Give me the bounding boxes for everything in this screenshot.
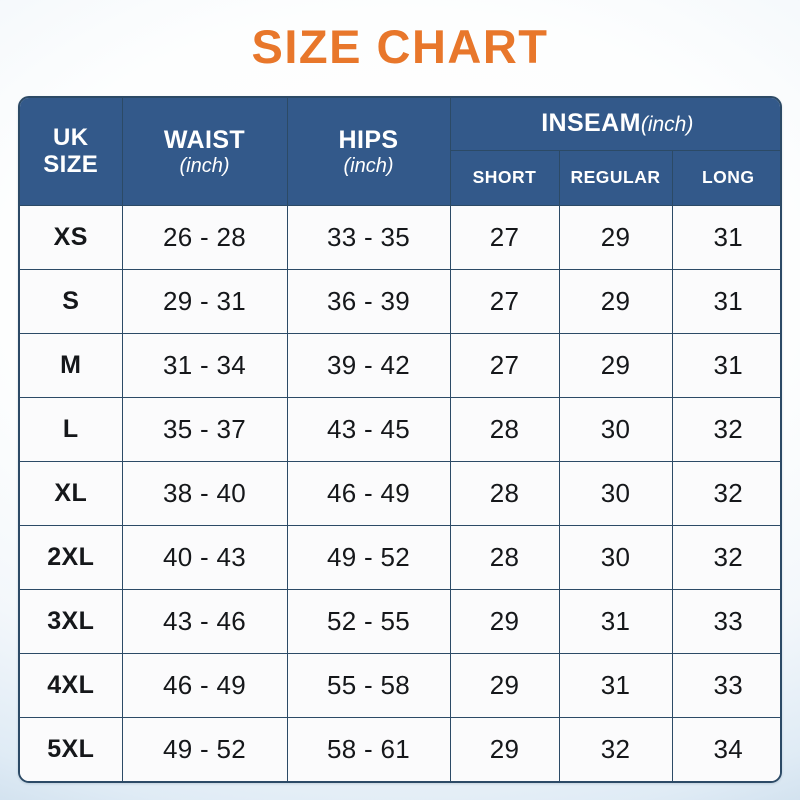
cell-long: 31 [671, 332, 780, 398]
cell-regular: 30 [558, 460, 673, 526]
column-header-uk-size: UK SIZE [20, 98, 123, 206]
cell-short: 29 [449, 716, 560, 781]
column-header-inseam-long: LONG [671, 149, 780, 206]
cell-hips: 43 - 45 [286, 396, 451, 462]
cell-regular: 29 [558, 204, 673, 270]
cell-waist: 40 - 43 [121, 524, 288, 590]
cell-short: 27 [449, 204, 560, 270]
cell-size: 2XL [20, 524, 123, 590]
table-body: XS 26 - 28 33 - 35 27 29 31 S 29 - 31 36 - 39 27 2… [20, 204, 780, 781]
uk-size-line-1: UK [53, 123, 89, 151]
inseam-label: INSEAM [541, 109, 641, 138]
table-row: S 29 - 31 36 - 39 27 29 31 [20, 268, 780, 334]
cell-regular: 29 [558, 268, 673, 334]
cell-long: 34 [671, 716, 780, 781]
table-row: 4XL 46 - 49 55 - 58 29 31 33 [20, 652, 780, 718]
cell-long: 31 [671, 268, 780, 334]
cell-hips: 33 - 35 [286, 204, 451, 270]
cell-size: M [20, 332, 123, 398]
cell-waist: 29 - 31 [121, 268, 288, 334]
column-header-inseam-short: SHORT [450, 149, 560, 206]
cell-waist: 46 - 49 [121, 652, 288, 718]
column-header-inseam-group: INSEAM(inch) [449, 98, 780, 151]
cell-short: 29 [449, 652, 560, 718]
size-chart-table: UK SIZE WAIST (inch) HIPS (inch) INSEAM(… [20, 98, 780, 781]
cell-size: S [20, 268, 123, 334]
cell-regular: 31 [558, 588, 673, 654]
column-header-waist: WAIST (inch) [121, 98, 288, 206]
cell-short: 28 [449, 396, 560, 462]
cell-regular: 32 [558, 716, 673, 781]
header-row-primary: UK SIZE WAIST (inch) HIPS (inch) INSEAM(… [20, 98, 780, 206]
table-row: XL 38 - 40 46 - 49 28 30 32 [20, 460, 780, 526]
table-row: M 31 - 34 39 - 42 27 29 31 [20, 332, 780, 398]
waist-label: WAIST [163, 125, 246, 154]
table-row: 2XL 40 - 43 49 - 52 28 30 32 [20, 524, 780, 590]
cell-hips: 39 - 42 [286, 332, 451, 398]
cell-long: 32 [671, 396, 780, 462]
cell-waist: 49 - 52 [121, 716, 288, 781]
cell-regular: 30 [558, 396, 673, 462]
column-header-hips: HIPS (inch) [286, 98, 451, 206]
waist-unit: (inch) [179, 154, 230, 177]
cell-size: 5XL [20, 716, 123, 781]
cell-waist: 35 - 37 [121, 396, 288, 462]
cell-waist: 38 - 40 [121, 460, 288, 526]
cell-long: 33 [671, 652, 780, 718]
cell-short: 27 [449, 332, 560, 398]
column-header-inseam-regular: REGULAR [558, 149, 673, 206]
table-header: UK SIZE WAIST (inch) HIPS (inch) INSEAM(… [20, 98, 780, 206]
cell-regular: 29 [558, 332, 673, 398]
cell-waist: 26 - 28 [121, 204, 288, 270]
cell-short: 27 [449, 268, 560, 334]
cell-regular: 31 [558, 652, 673, 718]
cell-long: 31 [671, 204, 780, 270]
cell-hips: 58 - 61 [286, 716, 451, 781]
size-chart-table-frame: UK SIZE WAIST (inch) HIPS (inch) INSEAM(… [18, 96, 782, 783]
cell-short: 29 [449, 588, 560, 654]
hips-unit: (inch) [343, 154, 394, 177]
page-title: SIZE CHART [251, 19, 549, 73]
cell-regular: 30 [558, 524, 673, 590]
cell-short: 28 [449, 460, 560, 526]
cell-long: 32 [671, 460, 780, 526]
uk-size-line-2: SIZE [43, 151, 99, 179]
cell-hips: 36 - 39 [286, 268, 451, 334]
cell-size: 4XL [20, 652, 123, 718]
cell-waist: 43 - 46 [121, 588, 288, 654]
cell-hips: 55 - 58 [286, 652, 451, 718]
cell-long: 32 [671, 524, 780, 590]
cell-size: XS [20, 204, 123, 270]
table-row: 3XL 43 - 46 52 - 55 29 31 33 [20, 588, 780, 654]
cell-hips: 46 - 49 [286, 460, 451, 526]
cell-hips: 49 - 52 [286, 524, 451, 590]
cell-size: 3XL [20, 588, 123, 654]
cell-size: L [20, 396, 123, 462]
cell-hips: 52 - 55 [286, 588, 451, 654]
table-row: L 35 - 37 43 - 45 28 30 32 [20, 396, 780, 462]
title-container: SIZE CHART [18, 0, 782, 96]
table-row: 5XL 49 - 52 58 - 61 29 32 34 [20, 716, 780, 781]
inseam-unit: (inch) [640, 113, 694, 137]
cell-long: 33 [671, 588, 780, 654]
table-row: XS 26 - 28 33 - 35 27 29 31 [20, 204, 780, 270]
cell-short: 28 [449, 524, 560, 590]
cell-size: XL [20, 460, 123, 526]
cell-waist: 31 - 34 [121, 332, 288, 398]
hips-label: HIPS [338, 125, 399, 154]
